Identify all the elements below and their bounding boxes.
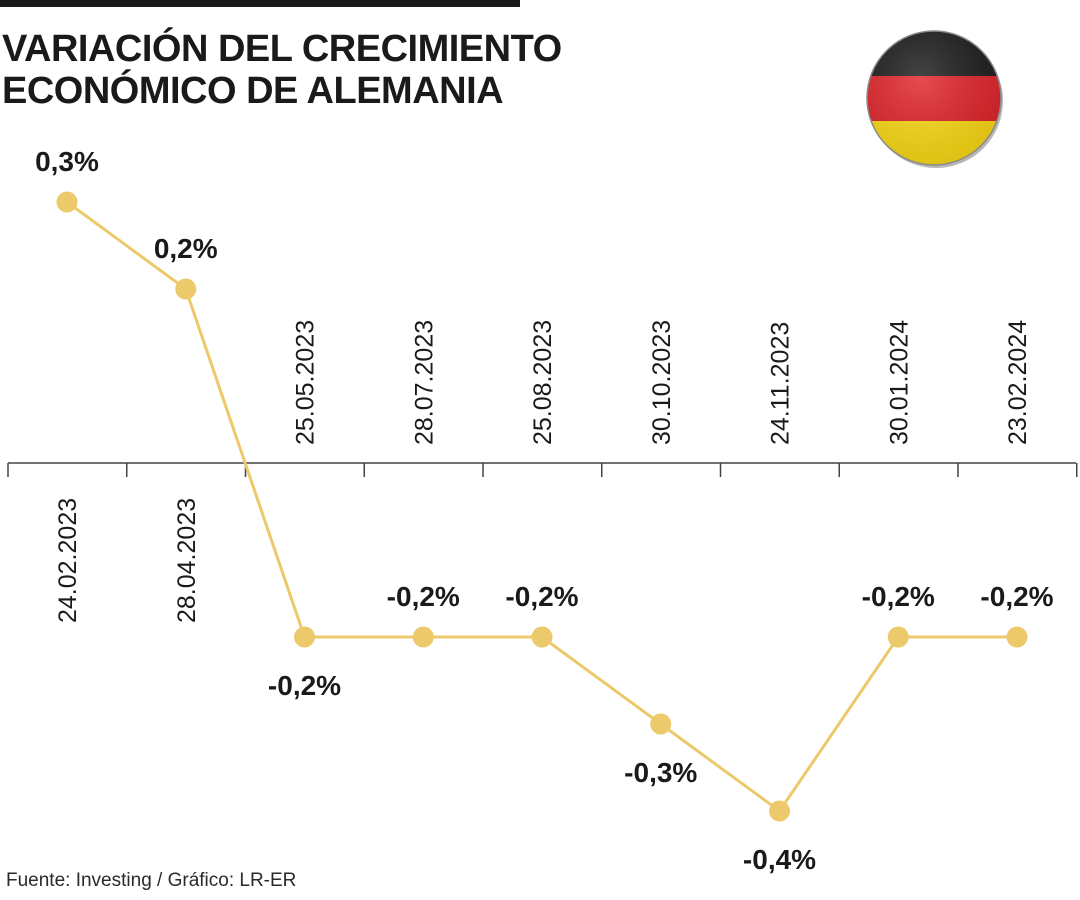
data-point xyxy=(769,800,790,822)
data-label: -0,2% xyxy=(387,581,460,612)
data-label: 0,3% xyxy=(35,146,99,177)
x-tick-label: 30.01.2024 xyxy=(885,320,913,445)
data-point xyxy=(531,626,553,648)
series-line xyxy=(66,200,1017,813)
x-tick-label: 23.02.2024 xyxy=(1004,320,1032,445)
data-point xyxy=(650,713,672,735)
germany-flag-icon xyxy=(866,30,1003,168)
data-label: -0,4% xyxy=(743,844,816,875)
data-point xyxy=(1006,626,1028,648)
data-label: -0,2% xyxy=(862,581,935,612)
data-label: -0,3% xyxy=(624,757,697,788)
x-tick-label: 25.05.2023 xyxy=(292,320,320,445)
source-note: Fuente: Investing / Gráfico: LR-ER xyxy=(6,870,297,891)
data-point xyxy=(412,626,434,648)
data-label: -0,2% xyxy=(980,581,1053,612)
data-point xyxy=(175,278,197,300)
chart-title-line-2: ECONÓMICO DE ALEMANIA xyxy=(2,70,504,112)
x-tick-label: 24.11.2023 xyxy=(767,322,795,445)
data-label: 0,2% xyxy=(154,233,218,264)
x-tick-label: 28.07.2023 xyxy=(410,320,438,445)
data-point xyxy=(56,191,78,213)
data-point xyxy=(887,626,909,648)
x-tick-label: 25.08.2023 xyxy=(529,320,557,445)
data-label: -0,2% xyxy=(268,670,341,701)
chart-title: VARIACIÓN DEL CRECIMIENTO ECONÓMICO DE A… xyxy=(2,28,702,112)
chart-title-line-1: VARIACIÓN DEL CRECIMIENTO xyxy=(2,28,562,70)
data-point xyxy=(294,626,315,648)
x-tick-label: 24.02.2023 xyxy=(54,498,82,623)
data-label: -0,2% xyxy=(505,581,578,612)
title-rule xyxy=(0,0,520,7)
x-tick-label: 30.10.2023 xyxy=(648,320,676,445)
x-tick-label: 28.04.2023 xyxy=(173,498,201,623)
